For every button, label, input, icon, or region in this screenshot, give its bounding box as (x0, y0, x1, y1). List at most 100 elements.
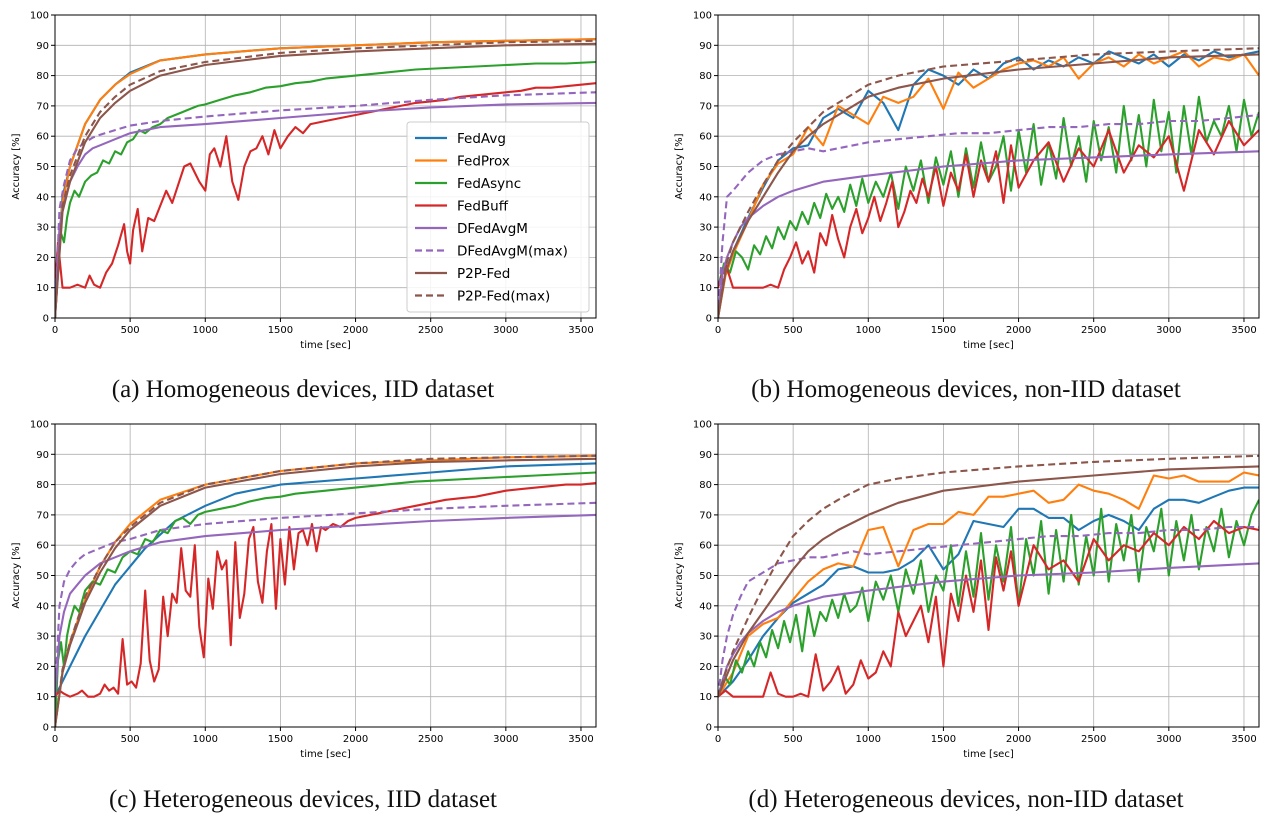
y-tick-label: 60 (36, 541, 49, 552)
series-line-fedbuff (55, 482, 596, 698)
legend-label: DFedAvgM (457, 221, 528, 237)
legend-label: FedAvg (457, 131, 506, 147)
x-tick-label: 500 (784, 734, 803, 745)
x-tick-label: 2500 (1081, 325, 1106, 336)
x-tick-label: 1500 (931, 734, 956, 745)
series-line-dfedavgm-max (718, 113, 1259, 318)
y-tick-label: 100 (693, 420, 712, 431)
y-tick-label: 20 (699, 662, 712, 673)
x-tick-label: 2500 (418, 734, 443, 745)
x-tick-label: 3000 (493, 734, 518, 745)
caption-d: (d) Heterogeneous devices, non-IID datas… (748, 786, 1184, 813)
x-tick-label: 2000 (343, 325, 368, 336)
series-line-fedbuff (718, 519, 1259, 698)
y-tick-label: 50 (699, 571, 712, 582)
x-tick-label: 2000 (1006, 325, 1031, 336)
series-line-p2p-fed-max (718, 454, 1259, 698)
y-axis-label: Accuracy [%] (674, 133, 685, 199)
legend: FedAvg FedProx FedAsync FedBuff DFedAvgM DFed… (406, 121, 590, 313)
x-tick-label: 500 (121, 734, 140, 745)
x-tick-label: 3500 (1231, 325, 1256, 336)
series-line-fedasync (55, 471, 596, 727)
y-axis-label: Accuracy [%] (674, 542, 685, 608)
y-tick-label: 90 (699, 41, 712, 52)
series-line-fedavg (55, 462, 596, 698)
series-line-dfedavgm (55, 513, 596, 697)
y-axis-label: Accuracy [%] (11, 133, 22, 199)
y-tick-label: 80 (36, 71, 49, 82)
series-group (55, 38, 596, 318)
y-tick-label: 30 (36, 632, 49, 643)
y-tick-label: 80 (699, 480, 712, 491)
y-tick-label: 0 (43, 723, 49, 734)
chart-panel-2: 0 500 1000 1500 2000 2500 3000 3500 0 10 20 30 40 50 6… (11, 420, 597, 760)
y-tick-label: 60 (699, 541, 712, 552)
y-tick-label: 90 (36, 450, 49, 461)
y-tick-label: 40 (699, 601, 712, 612)
y-tick-label: 40 (36, 192, 49, 203)
x-axis-label: time [sec] (300, 749, 351, 760)
caption-c: (c) Heterogeneous devices, IID dataset (108, 786, 497, 813)
y-tick-label: 10 (699, 283, 712, 294)
series-line-fedavg (718, 486, 1259, 698)
chart-panel-1: 0 500 1000 1500 2000 2500 3000 3500 0 10 20 30 40 50 6… (674, 11, 1260, 351)
series-line-fedasync (55, 60, 596, 318)
y-tick-label: 20 (699, 253, 712, 264)
series-line-fedasync (718, 499, 1259, 697)
caption-b: (b) Homogeneous devices, non-IID dataset (751, 376, 1181, 403)
x-tick-label: 3000 (1156, 325, 1181, 336)
y-tick-label: 20 (36, 662, 49, 673)
legend-box (406, 121, 590, 313)
y-tick-label: 10 (36, 692, 49, 703)
chart-panel-3: 0 500 1000 1500 2000 2500 3000 3500 0 10 20 30 40 50 6… (674, 420, 1260, 760)
x-tick-label: 1500 (931, 325, 956, 336)
series-line-dfedavgm-max (55, 91, 596, 318)
x-tick-label: 2500 (418, 325, 443, 336)
y-tick-label: 80 (699, 71, 712, 82)
series-line-p2p-fed-max (55, 454, 596, 727)
x-tick-label: 2500 (1081, 734, 1106, 745)
x-tick-label: 1500 (268, 325, 293, 336)
y-tick-label: 90 (699, 450, 712, 461)
x-tick-label: 1500 (268, 734, 293, 745)
y-tick-label: 50 (36, 571, 49, 582)
x-tick-label: 3500 (568, 734, 593, 745)
legend-label: DFedAvgM(max) (457, 244, 568, 260)
y-tick-label: 40 (699, 192, 712, 203)
series-line-p2p-fed (718, 53, 1259, 318)
y-tick-label: 70 (699, 510, 712, 521)
x-tick-label: 0 (715, 325, 721, 336)
caption-a: (a) Homogeneous devices, IID dataset (111, 376, 495, 403)
x-tick-label: 1000 (193, 734, 218, 745)
y-axis-label: Accuracy [%] (11, 542, 22, 608)
x-tick-label: 1000 (193, 325, 218, 336)
y-tick-label: 0 (43, 314, 49, 325)
y-tick-label: 70 (36, 510, 49, 521)
x-tick-label: 1000 (856, 325, 881, 336)
legend-label: FedAsync (457, 176, 521, 192)
x-axis-label: time [sec] (963, 340, 1014, 351)
y-tick-label: 0 (706, 723, 712, 734)
x-tick-label: 1000 (856, 734, 881, 745)
series-line-fedbuff (718, 119, 1259, 289)
y-tick-label: 50 (36, 162, 49, 173)
x-tick-label: 3000 (1156, 734, 1181, 745)
y-tick-label: 60 (699, 132, 712, 143)
y-tick-label: 70 (36, 101, 49, 112)
x-tick-label: 500 (121, 325, 140, 336)
y-tick-label: 100 (30, 420, 49, 431)
x-tick-label: 0 (52, 325, 58, 336)
legend-label: P2P-Fed (457, 266, 510, 282)
y-tick-label: 90 (36, 41, 49, 52)
series-line-p2p-fed (55, 457, 596, 727)
y-tick-label: 10 (36, 283, 49, 294)
y-tick-label: 60 (36, 132, 49, 143)
y-tick-label: 100 (693, 11, 712, 22)
series-line-p2p-fed (55, 42, 596, 318)
y-tick-label: 100 (30, 11, 49, 22)
x-tick-label: 2000 (1006, 734, 1031, 745)
x-axis-label: time [sec] (963, 749, 1014, 760)
legend-label: FedBuff (457, 199, 509, 215)
